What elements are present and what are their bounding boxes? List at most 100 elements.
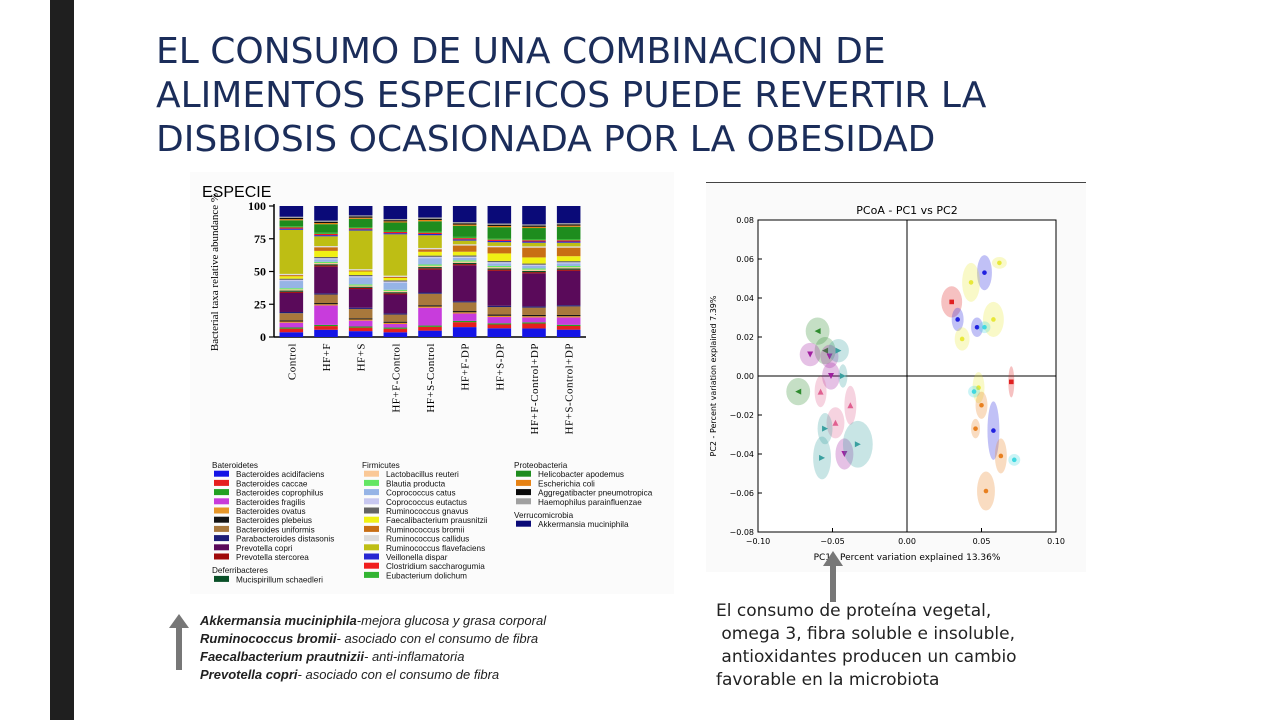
bar-segment [279,273,304,276]
data-point [991,428,996,433]
bar-segment [556,247,581,257]
bar-segment [452,251,477,256]
bar-segment [522,206,546,225]
note-line: Prevotella copri- asociado con el consum… [200,666,546,684]
bar-segment [452,264,477,266]
bar-segment [452,320,477,323]
data-point [979,402,984,408]
bar-segment [314,329,338,337]
bar-segment [418,231,442,233]
bar-segment [418,221,442,232]
legend-swatch [364,562,379,569]
bar-segment [522,263,546,265]
bar-segment [383,281,408,283]
x-tick-label: HF+S [356,343,368,371]
bar-segment [383,294,408,314]
bar-segment [418,268,442,270]
bar-segment [452,327,477,337]
bar-segment [314,324,338,327]
title-line: EL CONSUMO DE UNA COMBINACION DE [156,31,886,72]
bar-segment [522,322,546,324]
legend-label: Ruminococcus callidus [386,535,469,544]
bar-segment [348,275,373,277]
data-point [982,324,987,330]
bar-segment [556,267,581,269]
bar-segment [522,239,546,241]
bar-segment [279,216,304,218]
legend-label: Bacteroides uniformis [236,525,315,534]
bar-segment [279,206,304,217]
bar-segment [556,224,581,226]
legend-label: Ruminococcus bromii [386,525,464,534]
bar-segment [487,267,512,269]
bar-segment [452,256,477,258]
bar-segment [487,307,512,315]
y-tick-label: 0.08 [736,216,754,225]
legend-label: Bacteroides coprophilus [236,489,323,498]
bar-segment [556,268,581,270]
bar-segment [522,247,546,258]
bar-segment [279,292,304,312]
bar-segment [487,225,512,228]
y-tick-label: 25 [254,297,266,311]
data-point [832,419,839,426]
note-desc: - asociado con el consumo de fibra [336,631,539,646]
bar-segment [452,238,477,240]
legend-swatch [364,479,379,486]
legend-swatch [214,470,229,477]
y-axis-label: PC2 - Percent variation explained 7.39% [709,295,718,456]
bar-segment [522,226,546,229]
bar-segment [418,233,442,236]
bar-segment [418,267,442,269]
y-tick-label: 0.02 [736,333,754,342]
bar-segment [418,217,442,219]
note-species: Ruminococcus bromii [200,631,337,646]
bar-segment [418,219,442,222]
data-point [1009,379,1014,385]
bar-segment [279,322,304,328]
bar-segment [279,278,304,280]
bar-segment [556,241,581,243]
bar-segment [556,226,581,240]
legend-label: Prevotella stercorea [236,553,309,562]
bar-segment [383,275,408,277]
bar-segment [487,265,512,268]
bar-segment [556,269,581,271]
legend-label: Clostridium saccharogumia [386,562,485,571]
bar-segment [383,234,408,276]
note-desc: - anti-inflamatoria [364,649,465,664]
legend-label: Faecalibacterium prausnitzii [386,516,488,525]
bar-segment [556,324,581,326]
bar-segment [279,228,304,230]
y-tick-label: 100 [248,199,266,213]
bar-segment [383,292,408,294]
bar-segment [348,270,373,272]
legend-label: Mucispirillum schaedleri [236,575,323,584]
bar-segment [522,268,546,270]
bar-segment [418,269,442,293]
x-tick-label: HF+S-Control+DP [564,343,576,434]
bar-segment [279,311,304,314]
legend-label: Eubacterium dolichum [386,571,467,580]
bar-segment [522,316,546,318]
legend-label: Aggregatibacter pneumotropica [538,489,653,498]
bar-segment [487,247,512,254]
legend-label: Ruminococcus flavefaciens [386,544,485,553]
conclusion-line: antioxidantes producen un cambio [716,647,1017,667]
bar-segment [452,261,477,263]
bar-segment [348,331,373,337]
bar-segment [383,218,408,221]
data-point [955,317,960,322]
bar-segment [487,238,512,240]
bar-segment [487,317,512,324]
bar-segment [487,314,512,316]
bar-segment [279,321,304,323]
bar-segment [487,315,512,318]
bar-segment [418,258,442,265]
bar-segment [418,218,442,220]
bar-segment [452,257,477,261]
legend-swatch [364,516,379,523]
bar-segment [556,239,581,241]
bar-segment [522,307,546,315]
bar-segment [348,327,373,332]
